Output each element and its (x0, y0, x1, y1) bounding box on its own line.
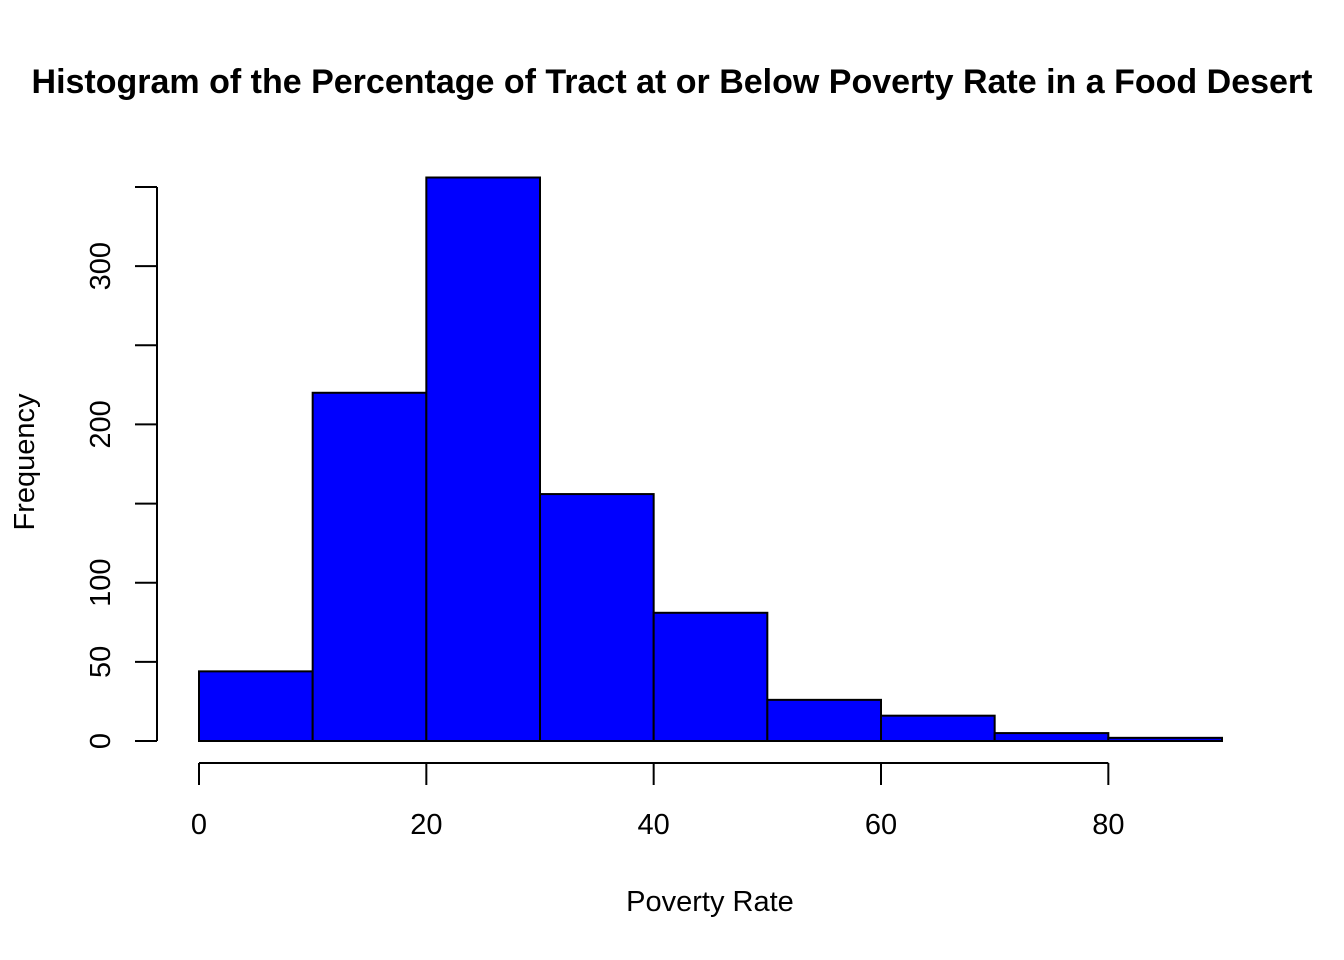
chart-title: Histogram of the Percentage of Tract at … (32, 63, 1313, 101)
x-tick-label: 20 (410, 809, 442, 841)
y-tick-label: 200 (85, 400, 117, 448)
histogram-bar (198, 670, 314, 743)
y-tick-label: 0 (85, 733, 117, 749)
y-tick-label: 300 (85, 242, 117, 290)
y-tick-label: 50 (85, 646, 117, 678)
x-axis: 0 20 40 60 80 (191, 762, 1124, 841)
histogram-bar (880, 714, 996, 742)
histogram-bar (652, 611, 769, 742)
y-axis-label: Frequency (9, 393, 41, 531)
y-tick-label: 100 (85, 559, 117, 607)
histogram-bar (1107, 736, 1224, 743)
x-axis-label: Poverty Rate (626, 886, 794, 918)
x-tick-label: 40 (638, 809, 670, 841)
histogram-bar (539, 493, 655, 742)
x-tick-label: 60 (865, 809, 897, 841)
histogram-bar (993, 732, 1110, 742)
histogram-bar (311, 391, 428, 742)
histogram-bars (198, 176, 1224, 743)
y-axis: 0 50 100 200 300 (85, 186, 158, 749)
x-tick-label: 80 (1092, 809, 1124, 841)
x-tick-label: 0 (191, 809, 207, 841)
histogram-bar (766, 698, 882, 742)
histogram-bar (425, 176, 542, 742)
